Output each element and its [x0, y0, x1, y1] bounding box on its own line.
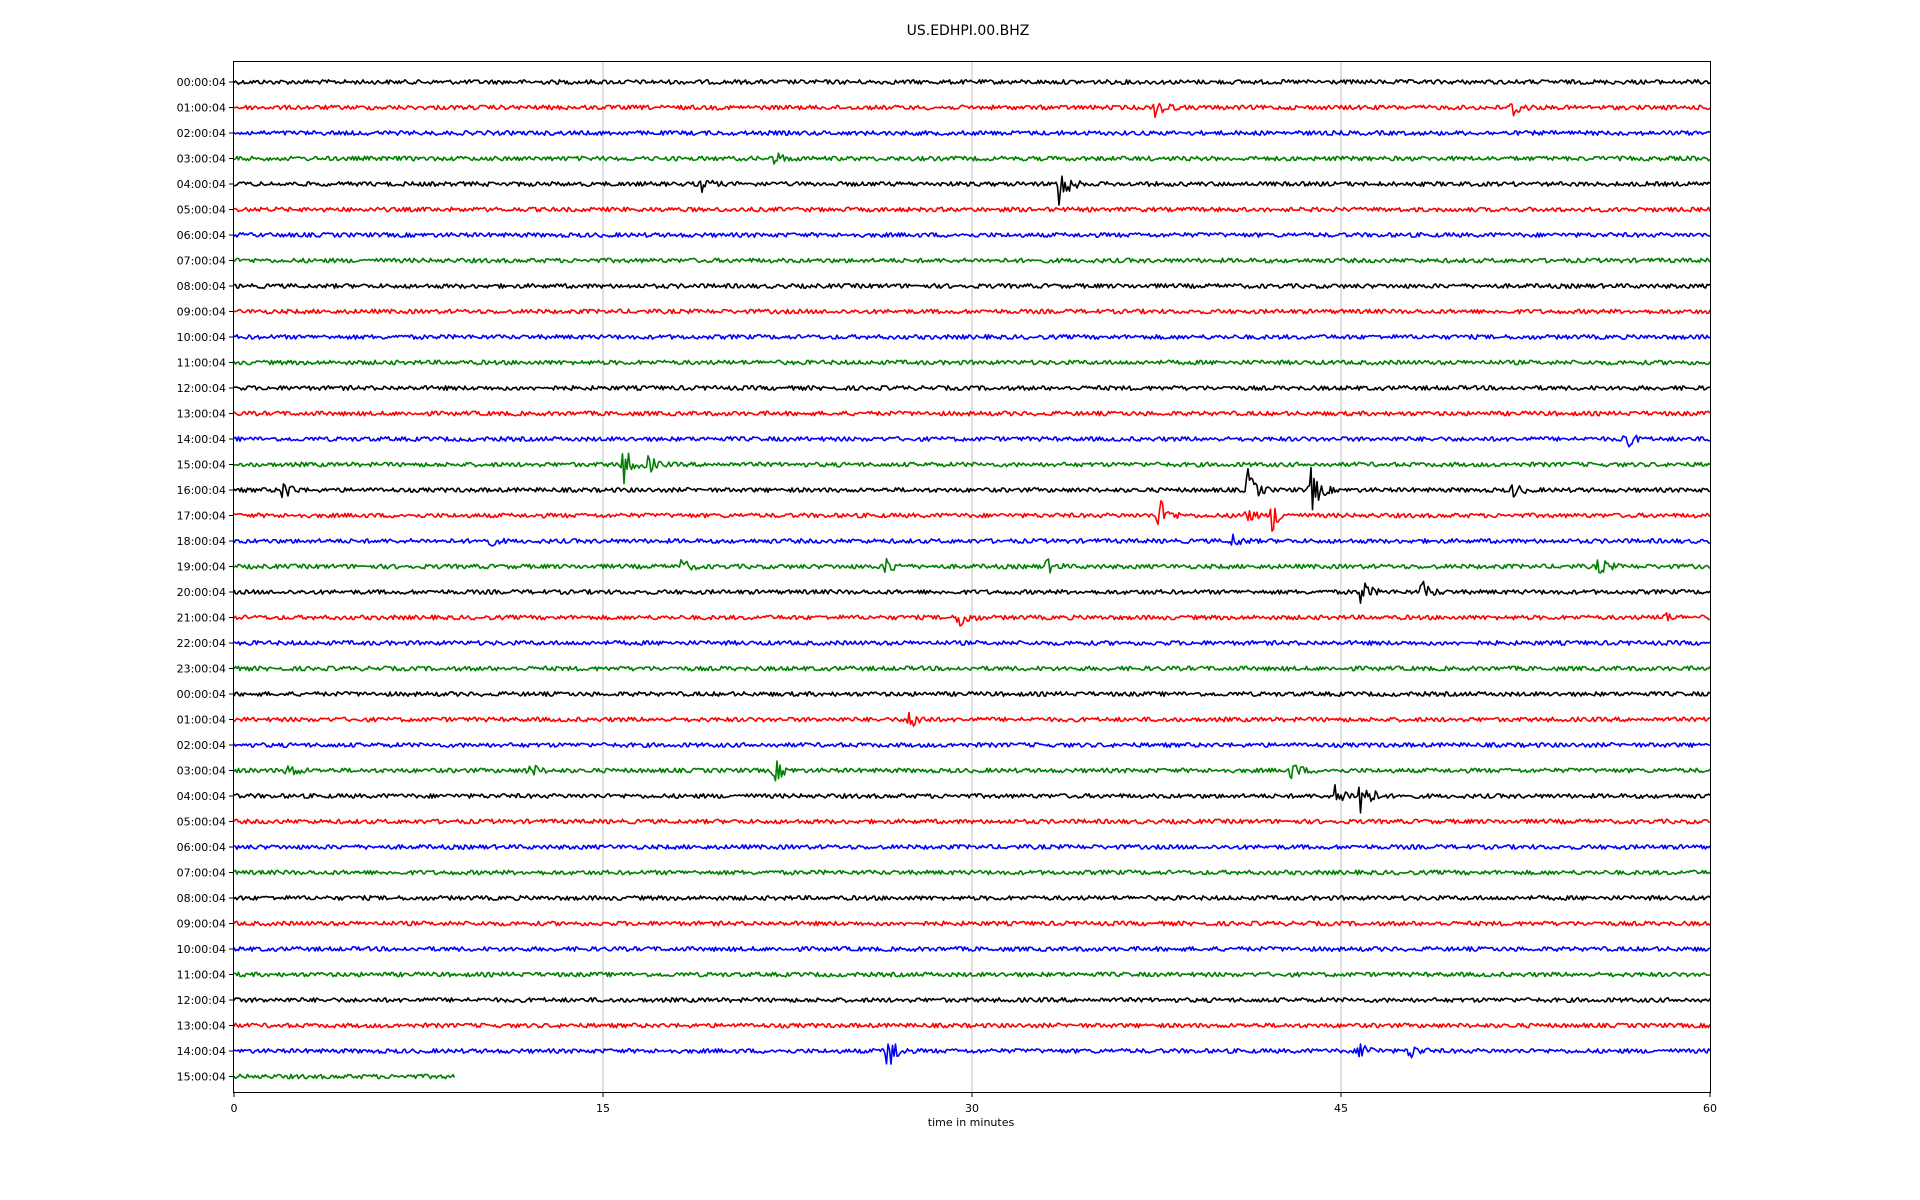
- trace-row-4: [233, 175, 1711, 206]
- row-time-label: 09:00:04: [177, 918, 226, 931]
- trace-row-16: [233, 467, 1711, 511]
- row-time-label: 08:00:04: [177, 892, 226, 905]
- row-time-label: 18:00:04: [177, 535, 226, 548]
- row-time-label: 22:00:04: [177, 637, 226, 650]
- trace-row-31: [233, 869, 1711, 876]
- row-time-label: 14:00:04: [177, 1045, 226, 1058]
- row-time-label: 15:00:04: [177, 459, 226, 472]
- row-time-label: 21:00:04: [177, 612, 226, 625]
- x-tick-label: 15: [596, 1102, 610, 1115]
- trace-row-33: [233, 920, 1711, 927]
- trace-row-0: [233, 79, 1711, 85]
- row-time-label: 07:00:04: [177, 867, 226, 880]
- trace-row-28: [233, 784, 1711, 814]
- row-time-label: 15:00:04: [177, 1071, 226, 1084]
- x-axis-ticks: 0 15 30 45 60: [231, 1092, 1717, 1115]
- trace-row-1: [234, 102, 1711, 119]
- trace-row-36: [233, 997, 1711, 1003]
- trace-row-29: [233, 818, 1711, 825]
- row-time-label: 12:00:04: [177, 994, 226, 1007]
- trace-row-9: [233, 308, 1711, 315]
- row-time-label: 05:00:04: [177, 204, 226, 217]
- row-time-label: 08:00:04: [177, 280, 226, 293]
- row-time-label: 05:00:04: [177, 816, 226, 829]
- trace-row-37: [233, 1022, 1711, 1029]
- trace-row-5: [233, 206, 1711, 213]
- trace-row-13: [233, 410, 1711, 417]
- row-time-label: 02:00:04: [177, 127, 226, 140]
- row-time-labels: 00:00:04 01:00:04 02:00:04 03:00:04 04:00:04…: [177, 76, 234, 1084]
- row-time-label: 01:00:04: [177, 102, 226, 115]
- trace-row-10: [233, 334, 1711, 340]
- trace-row-7: [233, 257, 1711, 264]
- trace-row-14: [233, 434, 1711, 448]
- trace-row-32: [233, 895, 1711, 901]
- row-time-label: 14:00:04: [177, 433, 226, 446]
- trace-row-20: [233, 580, 1711, 604]
- trace-row-22: [233, 640, 1711, 646]
- trace-row-24: [233, 691, 1711, 697]
- vertical-gridlines: [602, 62, 1342, 1092]
- row-time-label: 12:00:04: [177, 382, 226, 395]
- trace-row-11: [233, 359, 1711, 366]
- row-time-label: 01:00:04: [177, 714, 226, 727]
- row-time-label: 20:00:04: [177, 586, 226, 599]
- row-time-label: 10:00:04: [177, 943, 226, 956]
- trace-row-8: [233, 283, 1711, 289]
- x-tick-label: 30: [965, 1102, 979, 1115]
- row-time-label: 19:00:04: [177, 561, 226, 574]
- row-time-label: 10:00:04: [177, 331, 226, 344]
- row-time-label: 23:00:04: [177, 663, 226, 676]
- trace-row-34: [233, 946, 1711, 952]
- trace-row-30: [233, 844, 1711, 850]
- trace-row-6: [233, 232, 1711, 238]
- trace-row-38: [234, 1043, 1711, 1065]
- trace-row-19: [233, 557, 1711, 574]
- row-time-label: 00:00:04: [177, 76, 226, 89]
- row-time-label: 07:00:04: [177, 255, 226, 268]
- row-time-label: 02:00:04: [177, 739, 226, 752]
- row-time-label: 04:00:04: [177, 790, 226, 803]
- trace-row-12: [233, 385, 1711, 391]
- trace-row-39: [233, 1073, 456, 1080]
- row-time-label: 16:00:04: [177, 484, 226, 497]
- row-time-label: 03:00:04: [177, 765, 226, 778]
- trace-row-15: [233, 452, 1711, 485]
- trace-row-26: [233, 742, 1711, 748]
- chart-title: US.EDHPI.00.BHZ: [907, 23, 1030, 39]
- row-time-label: 11:00:04: [177, 969, 226, 982]
- trace-row-2: [233, 130, 1711, 136]
- trace-row-25: [233, 711, 1710, 727]
- row-time-label: 06:00:04: [177, 841, 226, 854]
- trace-row-18: [233, 533, 1711, 547]
- trace-row-27: [233, 760, 1711, 782]
- row-time-label: 17:00:04: [177, 510, 226, 523]
- seismic-traces: [233, 79, 1711, 1080]
- row-time-label: 04:00:04: [177, 178, 226, 191]
- trace-row-17: [233, 500, 1711, 532]
- row-time-label: 13:00:04: [177, 408, 226, 421]
- row-time-label: 03:00:04: [177, 153, 226, 166]
- x-tick-label: 0: [231, 1102, 238, 1115]
- row-time-label: 00:00:04: [177, 688, 226, 701]
- trace-row-35: [234, 971, 1711, 978]
- x-tick-label: 60: [1703, 1102, 1717, 1115]
- x-axis-label: time in minutes: [928, 1116, 1015, 1129]
- x-tick-label: 45: [1334, 1102, 1348, 1115]
- trace-row-23: [233, 665, 1711, 672]
- row-time-label: 06:00:04: [177, 229, 226, 242]
- trace-row-21: [233, 612, 1711, 627]
- row-time-label: 11:00:04: [177, 357, 226, 370]
- row-time-label: 13:00:04: [177, 1020, 226, 1033]
- trace-row-3: [233, 152, 1711, 165]
- row-time-label: 09:00:04: [177, 306, 226, 319]
